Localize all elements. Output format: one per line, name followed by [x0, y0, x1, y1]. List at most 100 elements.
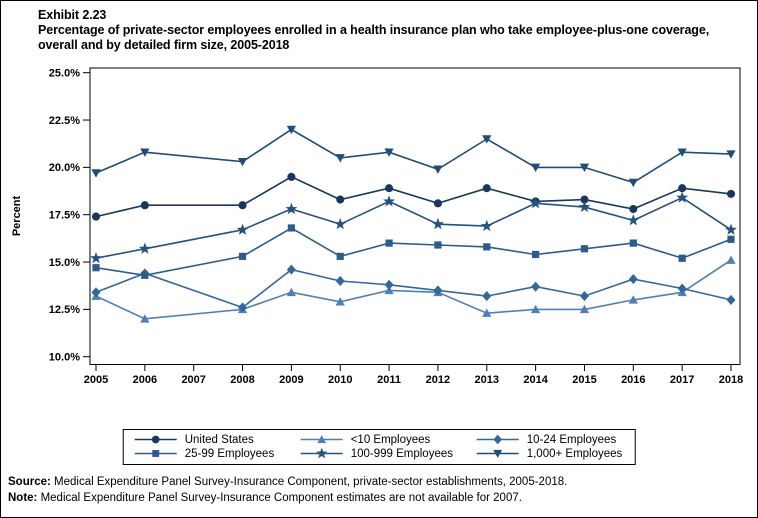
- x-tick-label: 2016: [621, 374, 645, 386]
- star-marker: [529, 197, 542, 209]
- square-marker: [434, 241, 442, 249]
- triangle-down-marker: [726, 150, 736, 159]
- triangle-up-marker: [726, 255, 736, 264]
- x-tick-label: 2017: [670, 374, 694, 386]
- circle-marker: [482, 184, 491, 193]
- y-tick-label: 17.5%: [49, 210, 80, 222]
- series-1-000-employees: [91, 125, 736, 188]
- triangle-down-marker: [237, 157, 248, 167]
- series-25-99-employees: [92, 224, 735, 279]
- triangle-down-marker: [384, 148, 394, 157]
- legend-label: <10 Employees: [350, 433, 431, 446]
- triangle-up-marker: [628, 295, 638, 304]
- x-tick-label: 2008: [230, 374, 254, 386]
- footer: Source: Medical Expenditure Panel Survey…: [8, 475, 567, 507]
- triangle-down-marker: [91, 169, 101, 178]
- triangle-down-marker: [482, 135, 492, 144]
- star-marker: [480, 219, 493, 232]
- star-marker: [334, 217, 347, 230]
- diamond-marker: [286, 264, 296, 275]
- diamond-marker: [579, 291, 589, 302]
- legend-swatch-triangle-down-icon: [476, 449, 519, 458]
- square-marker: [92, 264, 100, 272]
- diamond-marker: [628, 274, 638, 285]
- x-tick-label: 2012: [426, 374, 450, 386]
- series-10-24-employees: [91, 264, 736, 313]
- diamond-marker: [433, 285, 443, 296]
- triangle-down-marker: [628, 178, 638, 188]
- x-tick-label: 2015: [572, 374, 596, 386]
- series-100-999-employees: [90, 191, 737, 264]
- circle-marker: [287, 172, 296, 181]
- x-axis: 2005 2006 2007 2008 2009 2010 2011 2012 2013 2014…: [84, 364, 743, 386]
- circle-marker: [580, 195, 589, 204]
- y-tick-label: 20.0%: [49, 162, 80, 174]
- triangle-down-marker: [140, 148, 150, 157]
- star-marker: [383, 195, 396, 207]
- diamond-marker: [91, 287, 101, 298]
- legend-item-united-states: United States: [134, 433, 294, 446]
- x-tick-label: 2013: [475, 374, 499, 386]
- triangle-up-marker: [482, 308, 492, 317]
- circle-marker: [140, 201, 149, 210]
- square-marker: [483, 243, 491, 251]
- star-marker: [236, 223, 249, 235]
- diamond-marker: [238, 302, 248, 313]
- square-marker: [678, 254, 686, 262]
- y-axis: 10.0% 12.5% 15.0% 17.5% 20.0% 22.5% 25.0% Perce…: [11, 68, 90, 364]
- circle-marker: [385, 184, 394, 193]
- triangle-up-marker: [384, 285, 394, 295]
- diamond-marker: [677, 283, 687, 294]
- note-text: Medical Expenditure Panel Survey-Insuran…: [37, 491, 522, 504]
- star-marker: [627, 214, 640, 226]
- diamond-marker: [493, 434, 502, 445]
- note-line: Note: Medical Expenditure Panel Survey-I…: [8, 491, 567, 507]
- star-marker: [578, 200, 591, 213]
- star-marker: [90, 252, 102, 264]
- star-marker: [676, 191, 689, 203]
- circle-marker: [433, 199, 442, 208]
- legend-item-25-99-employees: 25-99 Employees: [134, 447, 294, 460]
- square-marker: [727, 235, 735, 243]
- star-marker: [725, 223, 737, 235]
- legend-item-100-999-employees: 100-999 Employees: [300, 447, 470, 460]
- diamond-marker: [335, 275, 345, 287]
- legend-swatch-square-icon: [134, 450, 177, 457]
- x-tick-label: 2007: [181, 374, 205, 386]
- square-marker: [629, 239, 637, 247]
- circle-marker: [238, 201, 247, 210]
- circle-marker: [678, 184, 687, 193]
- note-label: Note:: [8, 491, 38, 504]
- circle-marker: [336, 195, 345, 204]
- line-chart-svg: 10.0% 12.5% 15.0% 17.5% 20.0% 22.5% 25.0% Perce…: [11, 67, 743, 386]
- y-tick-label: 25.0%: [49, 68, 80, 80]
- triangle-down-marker: [677, 148, 687, 157]
- diamond-marker: [384, 279, 394, 290]
- x-tick-label: 2005: [84, 374, 108, 386]
- legend-item-10-24-employees: 10-24 Employees: [476, 433, 623, 446]
- triangle-down-marker: [286, 125, 297, 135]
- circle-marker: [629, 204, 638, 214]
- triangle-up-marker: [317, 435, 327, 444]
- y-tick-label: 10.0%: [49, 352, 80, 364]
- legend-item-1-000-employees: 1,000+ Employees: [476, 447, 622, 460]
- star-marker: [285, 202, 298, 215]
- source-label: Source:: [8, 476, 51, 488]
- series-united-states: [91, 172, 736, 221]
- star-marker: [138, 242, 151, 254]
- legend-label: 10-24 Employees: [526, 433, 617, 446]
- square-marker: [287, 224, 295, 232]
- legend-label: 100-999 Employees: [350, 447, 454, 460]
- x-tick-label: 2010: [328, 374, 352, 386]
- x-tick-label: 2011: [377, 374, 401, 386]
- x-tick-label: 2018: [719, 374, 743, 386]
- plot-area-border: [89, 67, 741, 365]
- square-marker: [141, 271, 149, 279]
- triangle-down-marker: [579, 163, 590, 172]
- triangle-down-marker: [433, 165, 443, 174]
- source-text: Medical Expenditure Panel Survey-Insuran…: [50, 476, 568, 488]
- triangle-up-marker: [140, 314, 150, 323]
- source-line: Source: Medical Expenditure Panel Survey…: [8, 475, 567, 491]
- triangle-down-marker: [530, 163, 541, 172]
- square-marker: [385, 239, 393, 247]
